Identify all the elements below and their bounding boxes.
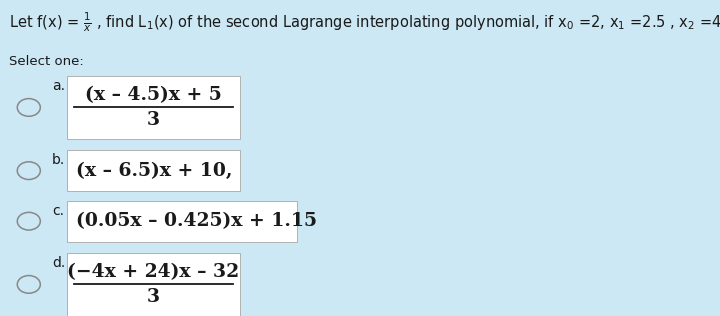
FancyBboxPatch shape bbox=[67, 150, 240, 191]
Text: Select one:: Select one: bbox=[9, 55, 84, 68]
Text: a.: a. bbox=[52, 79, 65, 93]
Text: (−4x + 24)x – 32: (−4x + 24)x – 32 bbox=[67, 263, 240, 281]
FancyBboxPatch shape bbox=[67, 201, 297, 242]
FancyBboxPatch shape bbox=[67, 253, 240, 316]
Text: c.: c. bbox=[52, 204, 64, 218]
Text: (x – 6.5)x + 10,: (x – 6.5)x + 10, bbox=[76, 162, 233, 179]
Text: 3: 3 bbox=[147, 288, 160, 306]
FancyBboxPatch shape bbox=[67, 76, 240, 139]
Text: 3: 3 bbox=[147, 111, 160, 129]
Text: b.: b. bbox=[52, 153, 65, 167]
Text: Let f(x) = $\frac{1}{x}$ , find L$_1$(x) of the second Lagrange interpolating po: Let f(x) = $\frac{1}{x}$ , find L$_1$(x)… bbox=[9, 11, 720, 34]
Text: (x – 4.5)x + 5: (x – 4.5)x + 5 bbox=[85, 86, 222, 104]
Text: d.: d. bbox=[52, 256, 65, 270]
Text: (0.05x – 0.425)x + 1.15: (0.05x – 0.425)x + 1.15 bbox=[76, 212, 318, 230]
